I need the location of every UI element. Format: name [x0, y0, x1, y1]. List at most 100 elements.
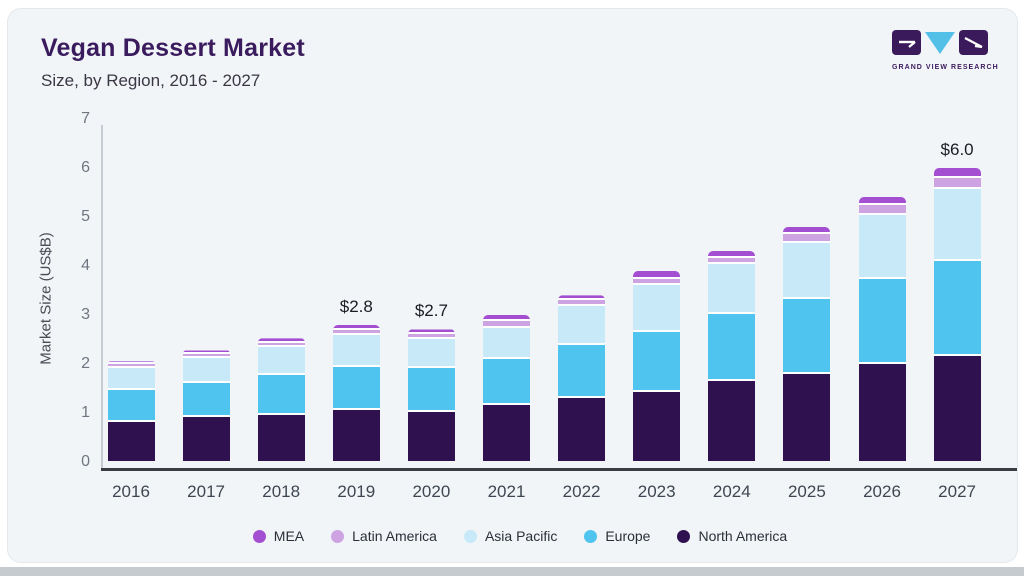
chart-title: Vegan Dessert Market — [41, 34, 305, 62]
x-axis-tick-label: 2023 — [637, 482, 676, 501]
bar-segment-mea — [633, 270, 681, 279]
y-axis-tick-label: 7 — [81, 110, 90, 128]
legend-item-north-america: North America — [677, 528, 787, 544]
x-axis-tick-label: 2020 — [412, 482, 451, 501]
bar-segment-europe — [407, 367, 455, 412]
bar-segment-north-america — [107, 422, 155, 462]
legend-item-asia-pacific: Asia Pacific — [463, 528, 558, 544]
legend: MEA Latin America Asia Pacific Europe North … — [8, 523, 1024, 549]
bar-segment-asia-pacific — [332, 335, 380, 367]
bar-segment-mea — [257, 338, 305, 343]
bar-segment-asia-pacific — [182, 358, 230, 383]
bar-segment-latin-america — [933, 177, 981, 189]
x-axis-tick-label: 2025 — [787, 482, 826, 501]
bar-segment-latin-america — [783, 233, 831, 243]
bar-segment-mea — [933, 168, 981, 178]
bar-segment-europe — [332, 366, 380, 411]
x-axis-tick-label: 2022 — [562, 482, 601, 501]
bar-segment-asia-pacific — [407, 338, 455, 368]
x-axis-line — [101, 468, 1017, 471]
bar-segment-asia-pacific — [483, 327, 530, 359]
card-panel: Vegan Dessert Market Size, by Region, 20… — [7, 8, 1018, 563]
y-axis-tick-label: 4 — [81, 256, 90, 274]
legend-item-mea: MEA — [252, 528, 305, 544]
bar-segment-mea — [407, 329, 455, 335]
bar-segment-asia-pacific — [107, 367, 155, 390]
bar-segment-latin-america — [332, 329, 380, 336]
x-axis-tick-label: 2027 — [938, 482, 976, 501]
gvr-logo: GRAND VIEW RESEARCH — [892, 29, 999, 71]
legend-label: Europe — [605, 528, 651, 544]
bar-segment-asia-pacific — [633, 285, 681, 332]
chart-subtitle: Size, by Region, 2016 - 2027 — [41, 71, 261, 90]
legend-swatch-icon — [463, 529, 477, 543]
x-axis-tick-label: 2019 — [337, 482, 376, 501]
bar-segment-latin-america — [107, 364, 155, 368]
legend-item-latin-america: Latin America — [331, 528, 437, 544]
bar-segment-mea — [483, 314, 530, 322]
brand-name: GRAND VIEW RESEARCH — [892, 64, 999, 71]
bar-segment-europe — [708, 313, 756, 381]
bar-segment-europe — [558, 344, 606, 398]
x-axis-tick-label: 2026 — [863, 482, 901, 501]
bar-segment-latin-america — [633, 278, 681, 286]
bar-segment-mea — [107, 361, 155, 365]
bar-segment-north-america — [332, 410, 380, 462]
bar-segment-mea — [558, 295, 606, 301]
x-axis-tick-label: 2021 — [487, 482, 526, 501]
bar-segment-europe — [933, 261, 981, 357]
bar-segment-latin-america — [257, 342, 305, 348]
bar-segment-north-america — [257, 414, 305, 462]
legend-item-europe: Europe — [584, 528, 650, 544]
y-axis-tick-label: 3 — [81, 305, 90, 323]
bar-segment-asia-pacific — [858, 215, 906, 280]
legend-swatch-icon — [252, 529, 266, 543]
x-axis-tick-label: 2017 — [187, 482, 225, 501]
y-axis-tick-label: 2 — [81, 354, 90, 372]
bar-segment-north-america — [633, 391, 681, 462]
y-axis-tick-label: 0 — [81, 452, 90, 470]
x-axis-tick-label: 2016 — [112, 482, 150, 501]
bar-segment-north-america — [858, 363, 906, 462]
y-axis-tick-label: 5 — [81, 208, 90, 225]
x-axis-tick-label: 2024 — [712, 482, 751, 501]
gvr-logo-icon — [892, 30, 988, 55]
bar-segment-north-america — [182, 417, 230, 462]
bar-segment-europe — [257, 375, 305, 415]
legend-label: North America — [698, 528, 788, 544]
legend-label: Asia Pacific — [484, 528, 558, 544]
bar-value-label: $6.0 — [940, 140, 974, 160]
legend-swatch-icon — [584, 529, 598, 543]
bar-segment-latin-america — [407, 334, 455, 339]
y-axis-tick-label: 1 — [81, 403, 90, 421]
legend-swatch-icon — [677, 529, 691, 543]
bar-segment-europe — [483, 358, 530, 406]
bar-segment-north-america — [708, 380, 756, 462]
bar-value-label: $2.8 — [339, 296, 373, 316]
legend-label: Latin America — [352, 528, 437, 544]
bar-segment-north-america — [483, 405, 530, 462]
bar-segment-asia-pacific — [708, 264, 756, 314]
bar-value-label: $2.7 — [414, 301, 448, 321]
bar-segment-mea — [708, 251, 756, 259]
bar-segment-north-america — [558, 397, 606, 462]
bar-segment-asia-pacific — [257, 347, 305, 376]
bar-segment-north-america — [933, 356, 981, 462]
bar-segment-mea — [332, 324, 380, 330]
bar-segment-latin-america — [182, 354, 230, 359]
legend-swatch-icon — [331, 529, 345, 543]
legend-label: MEA — [273, 528, 305, 544]
y-axis-tick-label: 6 — [81, 159, 90, 177]
bar-segment-europe — [633, 331, 681, 392]
bar-segment-asia-pacific — [783, 242, 831, 300]
bar-segment-latin-america — [708, 258, 756, 265]
bar-segment-mea — [783, 226, 831, 234]
bar-segment-asia-pacific — [933, 188, 981, 261]
bar-segment-europe — [107, 389, 155, 423]
y-axis-line — [101, 125, 103, 470]
bar-segment-europe — [783, 299, 831, 375]
x-axis-tick-label: 2018 — [262, 482, 301, 501]
bar-segment-mea — [182, 350, 230, 355]
bar-segment-north-america — [407, 411, 455, 462]
bar-segment-latin-america — [558, 300, 606, 306]
